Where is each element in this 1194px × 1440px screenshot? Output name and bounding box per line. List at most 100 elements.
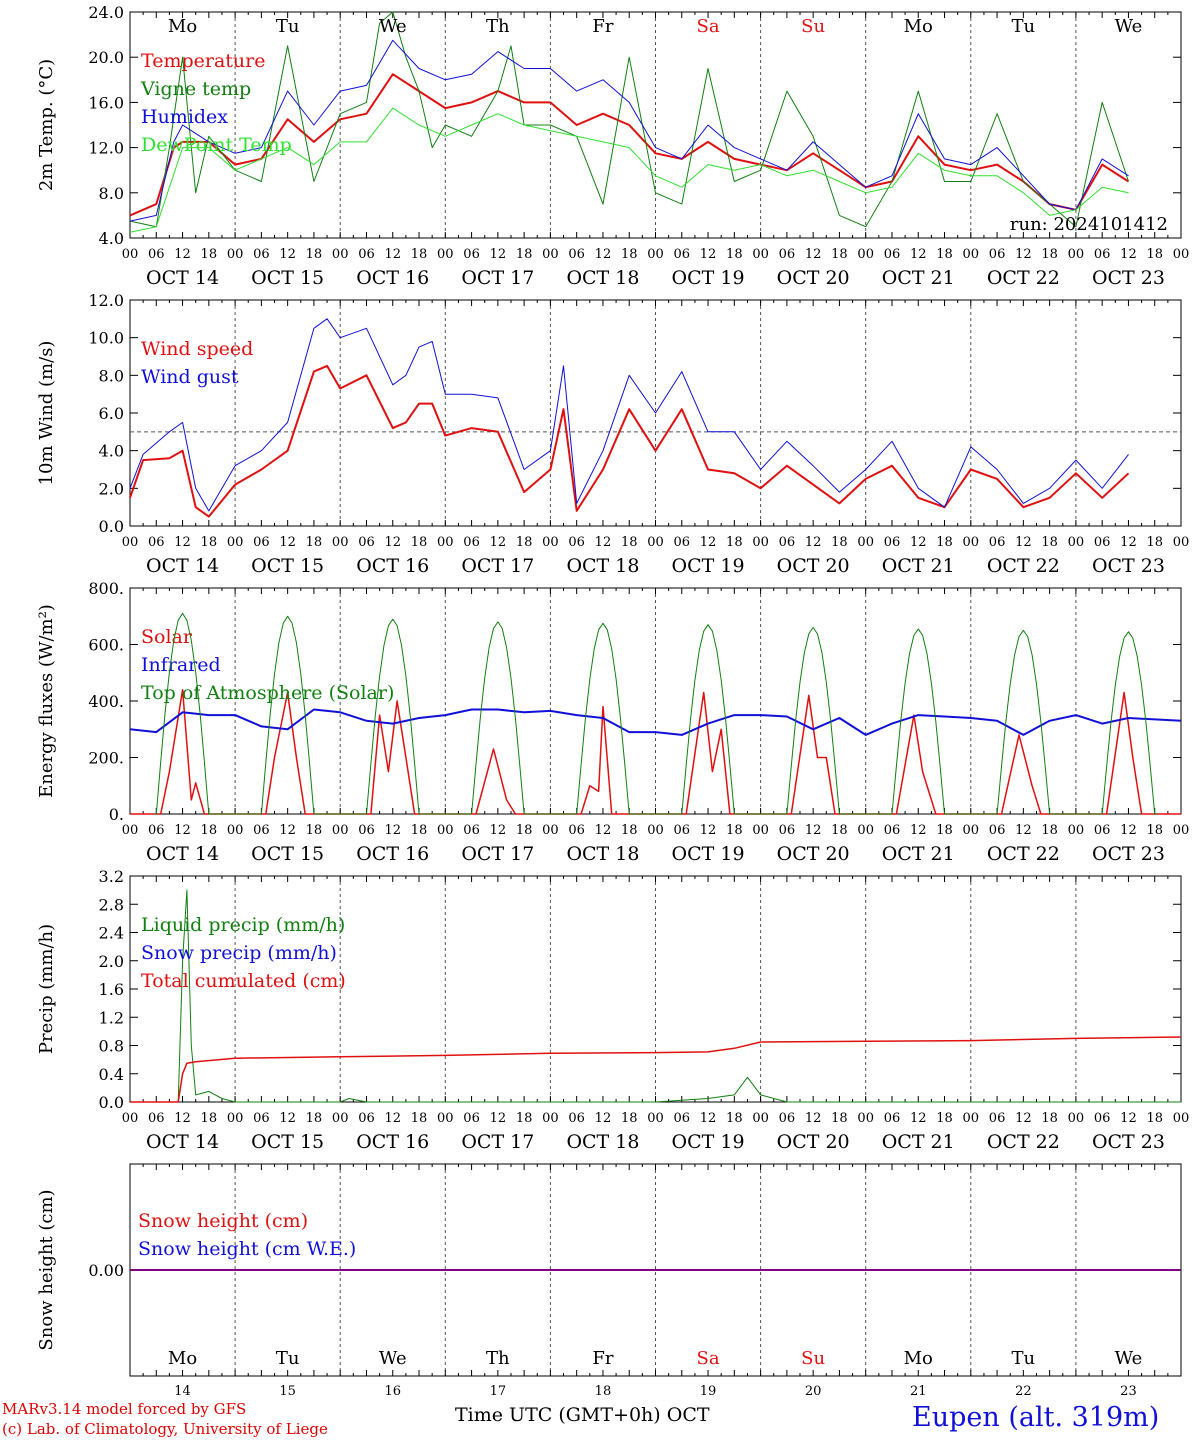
series-line <box>129 39 1129 222</box>
run-label: run: 2024101412 <box>1010 214 1168 235</box>
y-tick-label: 4.0 <box>99 442 124 461</box>
x-hour-label: 12 <box>279 535 296 550</box>
x-hour-label: 18 <box>306 1111 323 1126</box>
x-date-label: OCT 23 <box>1092 843 1165 865</box>
x-hour-label: 00 <box>227 535 244 550</box>
x-date-label: OCT 22 <box>987 267 1060 289</box>
x-hour-label: 12 <box>700 823 717 838</box>
y-tick-label: 12.0 <box>88 139 124 158</box>
station-name: Eupen (alt. 319m) <box>912 1402 1160 1433</box>
x-date-label: OCT 19 <box>672 267 745 289</box>
panel-5: 0.00 Snow height (cm) Snow height (cm) Snow… <box>36 1163 1182 1399</box>
x-date-label: OCT 15 <box>251 555 324 577</box>
x-date-label: OCT 22 <box>987 1131 1060 1153</box>
series-line <box>129 708 1182 736</box>
weekday-label: Sa <box>697 16 720 37</box>
x-hour-label: 12 <box>384 247 401 262</box>
x-hour-label: 00 <box>122 1111 139 1126</box>
legend-entry: Snow precip (mm/h) <box>141 942 337 964</box>
x-hour-label: 18 <box>621 247 638 262</box>
x-hour-label: 12 <box>910 1111 927 1126</box>
y-tick-label: 12.0 <box>88 291 124 310</box>
x-hour-label: 12 <box>384 823 401 838</box>
x-hour-label: 00 <box>332 823 349 838</box>
y-tick-label: 0.00 <box>88 1261 124 1280</box>
x-hour-label: 00 <box>437 823 454 838</box>
x-hour-label: 06 <box>1094 247 1111 262</box>
x-axis-month: OCT <box>666 1404 710 1426</box>
x-hour-label: 00 <box>752 535 769 550</box>
x-hour-label: 00 <box>647 535 664 550</box>
x-date-label: OCT 20 <box>777 1131 850 1153</box>
x-hour-label: 18 <box>726 1111 743 1126</box>
x-hour-label: 12 <box>1015 823 1032 838</box>
x-hour-label: 00 <box>963 535 980 550</box>
x-hour-label: 06 <box>1094 535 1111 550</box>
x-hour-label: 00 <box>857 823 874 838</box>
x-hour-label: 12 <box>384 1111 401 1126</box>
x-hour-label: 06 <box>674 823 691 838</box>
x-hour-label: 00 <box>857 1111 874 1126</box>
y-tick-label: 16.0 <box>88 93 124 112</box>
x-hour-label: 12 <box>490 1111 507 1126</box>
x-hour-label: 18 <box>726 823 743 838</box>
x-hour-label: 00 <box>122 247 139 262</box>
x-hour-label: 00 <box>1068 1111 1085 1126</box>
weekday-label: Mo <box>904 16 933 37</box>
weekday-label: Tu <box>276 16 300 37</box>
x-hour-label: 18 <box>1041 823 1058 838</box>
x-hour-label: 00 <box>122 823 139 838</box>
x-date-label: OCT 21 <box>882 267 955 289</box>
x-hour-label: 12 <box>174 247 191 262</box>
x-hour-label: 18 <box>936 823 953 838</box>
x-date-label: OCT 16 <box>356 843 429 865</box>
x-hour-label: 06 <box>989 247 1006 262</box>
x-hour-label: 18 <box>936 1111 953 1126</box>
x-hour-label: 12 <box>1120 823 1137 838</box>
x-hour-label: 18 <box>1146 247 1163 262</box>
x-date-label: OCT 18 <box>566 267 639 289</box>
x-hour-label: 12 <box>1120 247 1137 262</box>
x-hour-label: 18 <box>1146 1111 1163 1126</box>
legend-entry: Infrared <box>141 654 221 676</box>
weekday-label: Mo <box>168 1348 197 1369</box>
x-hour-label: 18 <box>726 535 743 550</box>
x-hour-label: 18 <box>306 535 323 550</box>
weekday-label: Su <box>801 16 825 37</box>
legend-entry: Snow height (cm W.E.) <box>138 1238 356 1260</box>
x-date-label: OCT 14 <box>146 555 219 577</box>
x-hour-label: 12 <box>595 1111 612 1126</box>
x-hour-label: 12 <box>805 535 822 550</box>
weekday-label: We <box>1115 16 1143 37</box>
series-line <box>154 612 1157 815</box>
x-hour-label: 00 <box>542 535 559 550</box>
y-tick-label: 2.4 <box>99 924 124 943</box>
weekday-label: We <box>379 16 407 37</box>
x-hour-label: 12 <box>910 247 927 262</box>
weekday-label: Sa <box>697 1348 720 1369</box>
legend-entry: Liquid precip (mm/h) <box>141 914 345 936</box>
x-hour-label: 06 <box>358 247 375 262</box>
x-date-label: OCT 17 <box>461 843 534 865</box>
x-hour-label: 12 <box>279 247 296 262</box>
x-hour-label: 18 <box>411 247 428 262</box>
x-hour-label: 12 <box>384 535 401 550</box>
y-axis-label: Precip (mm/h) <box>36 924 57 1054</box>
x-hour-label: 06 <box>884 1111 901 1126</box>
x-date-label: OCT 16 <box>356 267 429 289</box>
y-tick-label: 0. <box>109 805 124 824</box>
x-date-label: OCT 19 <box>672 555 745 577</box>
panel-2: 0.0 2.0 4.0 6.0 8.0 10.0 12.0 10m Wind (m/s) Win… <box>36 291 1189 577</box>
legend-entry: Top of Atmosphere (Solar) <box>141 682 394 704</box>
x-hour-label: 12 <box>174 823 191 838</box>
x-date-label: OCT 14 <box>146 1131 219 1153</box>
x-hour-label: 06 <box>989 823 1006 838</box>
x-hour-label: 06 <box>253 247 270 262</box>
x-hour-label: 00 <box>857 535 874 550</box>
x-hour-label: 06 <box>253 823 270 838</box>
y-axis-label: Snow height (cm) <box>36 1189 57 1350</box>
weekday-label: Tu <box>1012 1348 1036 1369</box>
x-date-label: OCT 17 <box>461 555 534 577</box>
x-hour-label: 06 <box>779 1111 796 1126</box>
